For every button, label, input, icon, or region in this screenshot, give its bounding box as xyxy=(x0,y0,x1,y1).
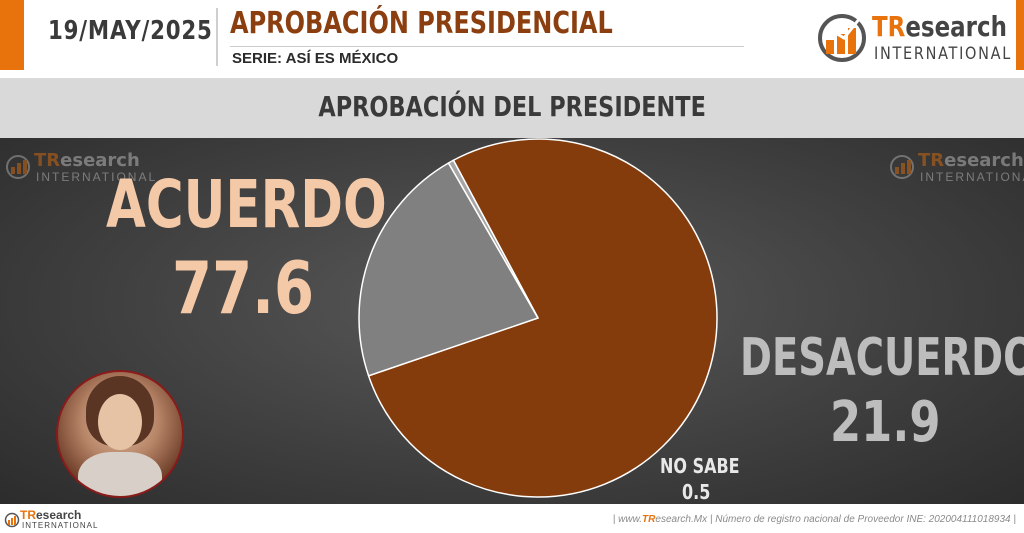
header-accent-right xyxy=(1016,0,1024,70)
acuerdo-label: ACUERDO xyxy=(106,166,387,243)
tresearch-logo: TResearch INTERNATIONAL xyxy=(816,8,1016,68)
footer-registration-text: | www.TResearch.Mx | Número de registro … xyxy=(612,514,1016,525)
president-avatar xyxy=(56,370,184,498)
title-underline xyxy=(230,46,744,47)
report-date: 19/MAY/2025 xyxy=(48,16,213,46)
section-title: APROBACIÓN DEL PRESIDENTE xyxy=(318,90,706,123)
watermark-logo-icon xyxy=(890,155,914,179)
desacuerdo-value: 21.9 xyxy=(830,390,941,455)
acuerdo-value: 77.6 xyxy=(172,246,315,330)
header-spacer xyxy=(0,70,1024,78)
logo-brand: TResearch xyxy=(872,10,1007,43)
nosabe-value: 0.5 xyxy=(682,480,711,504)
nosabe-label: NO SABE xyxy=(660,454,740,478)
desacuerdo-label: DESACUERDO xyxy=(740,328,1024,388)
pie-chart xyxy=(358,138,718,498)
pie-slice-desacuerdo xyxy=(358,161,540,377)
footer-logo: TResearch INTERNATIONAL xyxy=(4,508,97,532)
footer xyxy=(0,504,1024,533)
logo-tagline: INTERNATIONAL xyxy=(874,44,1012,64)
watermark-left: TResearch INTERNATIONAL xyxy=(4,150,155,190)
watermark-logo-icon xyxy=(6,155,30,179)
section-bar xyxy=(0,78,1024,138)
pie-slice-nosabe xyxy=(447,159,539,319)
header-accent-left xyxy=(0,0,24,70)
chart-panel: TResearch INTERNATIONAL TResearch INTERN… xyxy=(0,138,1024,504)
pie-slice-acuerdo xyxy=(367,138,718,498)
watermark-right: TResearch INTERNATIONAL xyxy=(888,150,1024,190)
footer-logo-icon xyxy=(4,512,20,528)
page-subtitle: SERIE: ASÍ ES MÉXICO xyxy=(232,50,399,67)
chart-logo-icon xyxy=(818,14,866,62)
page-title: APROBACIÓN PRESIDENCIAL xyxy=(230,6,613,41)
header-divider xyxy=(216,8,218,66)
